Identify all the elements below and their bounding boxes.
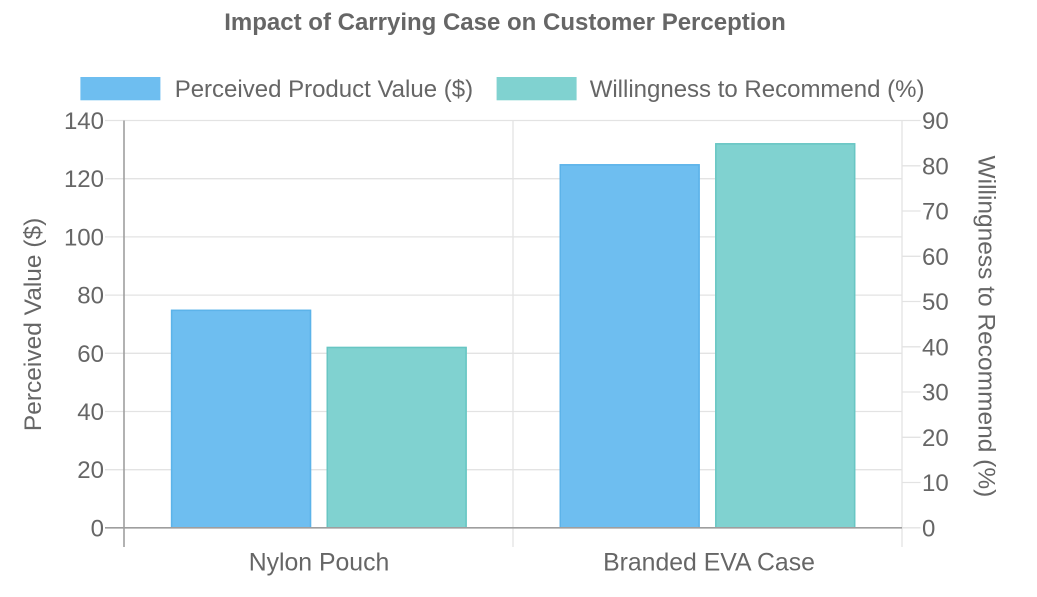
svg-text:140: 140 xyxy=(64,108,104,135)
svg-text:60: 60 xyxy=(77,341,104,368)
svg-text:40: 40 xyxy=(922,334,949,361)
svg-text:80: 80 xyxy=(77,283,104,310)
svg-text:90: 90 xyxy=(922,108,949,135)
svg-text:0: 0 xyxy=(91,515,104,542)
svg-text:20: 20 xyxy=(922,425,949,452)
svg-text:20: 20 xyxy=(77,457,104,484)
svg-text:Willingness to Recommend (%): Willingness to Recommend (%) xyxy=(590,76,925,103)
svg-text:Nylon Pouch: Nylon Pouch xyxy=(249,550,390,577)
svg-text:0: 0 xyxy=(922,515,935,542)
svg-text:120: 120 xyxy=(64,166,104,193)
svg-text:80: 80 xyxy=(922,153,949,180)
svg-text:Impact of Carrying Case on Cus: Impact of Carrying Case on Customer Perc… xyxy=(224,9,785,36)
svg-text:10: 10 xyxy=(922,470,949,497)
svg-text:100: 100 xyxy=(64,224,104,251)
svg-text:Willingness to Recommend (%): Willingness to Recommend (%) xyxy=(973,156,1000,498)
svg-text:Perceived Product Value ($): Perceived Product Value ($) xyxy=(175,76,473,103)
svg-text:40: 40 xyxy=(77,399,104,426)
svg-text:60: 60 xyxy=(922,244,949,271)
svg-text:50: 50 xyxy=(922,289,949,316)
svg-text:Branded EVA Case: Branded EVA Case xyxy=(603,550,815,577)
svg-text:Perceived Value ($): Perceived Value ($) xyxy=(20,218,47,431)
svg-text:70: 70 xyxy=(922,199,949,226)
svg-text:30: 30 xyxy=(922,380,949,407)
